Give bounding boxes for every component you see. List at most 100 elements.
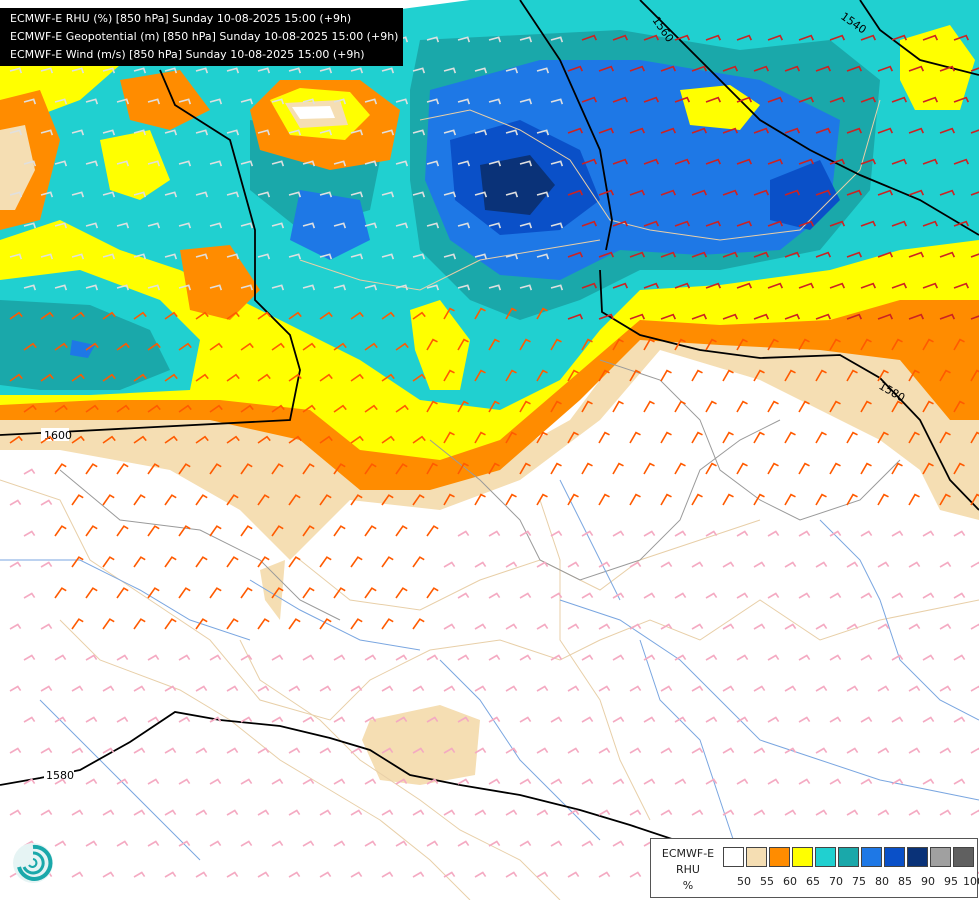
wind-barb (581, 716, 594, 723)
wind-barb (426, 587, 439, 599)
wind-barb (691, 189, 708, 196)
wind-barb (643, 220, 660, 227)
wind-barb (240, 222, 254, 229)
wind-barb (612, 34, 629, 41)
wind-barb (209, 463, 222, 475)
wind-barb (426, 338, 438, 351)
wind-barb (23, 342, 37, 351)
wind-barb (257, 253, 271, 260)
wind-barb (970, 493, 979, 506)
wind-barb (736, 654, 749, 661)
wind-barb (178, 463, 191, 475)
wind-barb (567, 431, 579, 444)
wind-barb (536, 67, 550, 74)
wind-barb (209, 404, 223, 413)
wind-barb (226, 191, 240, 198)
wind-barb (877, 809, 890, 816)
wind-barb (164, 435, 178, 444)
wind-barb (612, 654, 625, 661)
wind-barb (643, 778, 656, 785)
wind-barb (364, 840, 377, 847)
wind-barb (9, 191, 23, 198)
wind-barb (319, 556, 332, 568)
wind-barb (147, 98, 161, 105)
wind-barb (629, 251, 646, 258)
wind-barb (798, 338, 810, 351)
wind-barb (364, 778, 377, 785)
wind-barb (195, 129, 209, 136)
wind-barb (350, 618, 363, 630)
wind-barb (581, 592, 594, 599)
wind-barb (333, 525, 346, 537)
wind-barb (612, 840, 625, 847)
wind-barb (40, 435, 54, 444)
wind-barb (364, 716, 377, 723)
wind-barb (550, 716, 563, 723)
wind-barb (767, 778, 780, 785)
wind-barb (164, 191, 178, 198)
wind-barb (798, 462, 810, 475)
wind-barb (815, 747, 828, 754)
wind-barb (567, 313, 584, 320)
wind-barb (581, 462, 593, 475)
wind-barb (319, 618, 332, 630)
wind-barb (147, 222, 161, 229)
wind-barb (519, 716, 532, 723)
wind-barb (257, 747, 270, 754)
wind-barb (581, 34, 598, 41)
wind-barb (71, 191, 85, 198)
wind-barb (860, 282, 877, 289)
wind-barb (457, 778, 470, 785)
wind-barb (133, 494, 146, 506)
wind-barb (691, 431, 703, 444)
wind-barb (767, 716, 780, 723)
wind-barb (567, 871, 580, 878)
contour-label-1600: 1600 (44, 429, 72, 442)
wind-barb (226, 373, 240, 382)
wind-barb (846, 493, 858, 506)
wind-barb (147, 284, 161, 291)
wind-barb (54, 654, 67, 661)
wind-barb (736, 34, 753, 41)
wind-barb (674, 654, 687, 661)
wind-barb (426, 222, 440, 229)
wind-barb (505, 369, 517, 382)
wind-barb (164, 618, 177, 630)
wind-barb (178, 222, 192, 229)
wind-barb (629, 189, 646, 196)
wind-barb (753, 189, 770, 196)
wind-barb (922, 400, 934, 413)
wind-barb (257, 809, 270, 816)
wind-barb (71, 809, 84, 816)
wind-barb (953, 338, 965, 351)
wind-barb (195, 494, 208, 506)
wind-barb (970, 561, 979, 568)
wind-barb (767, 96, 784, 103)
wind-barb (364, 463, 377, 475)
wind-barb (798, 592, 811, 599)
wind-barb (381, 373, 395, 382)
wind-barb (474, 253, 488, 260)
wind-barb (133, 685, 146, 692)
wind-barb (164, 311, 178, 320)
wind-barb (567, 369, 579, 382)
wind-barb (209, 654, 222, 661)
borders-layer (0, 99, 979, 900)
wind-barb (550, 222, 564, 229)
wind-barb (643, 338, 655, 351)
wind-barb (395, 342, 409, 351)
wind-barb (891, 96, 908, 103)
wind-barb (784, 313, 801, 320)
wind-barb (536, 431, 548, 444)
wind-barb (536, 871, 549, 878)
wind-barb (860, 654, 873, 661)
wind-barb (784, 65, 801, 72)
wind-barb (147, 840, 160, 847)
wind-barb (381, 191, 395, 198)
wind-barb (488, 36, 502, 43)
wind-barb (798, 282, 815, 289)
wind-barb (23, 468, 36, 475)
wind-barb (302, 222, 316, 229)
wind-barb (798, 96, 815, 103)
wind-barb (550, 778, 563, 785)
